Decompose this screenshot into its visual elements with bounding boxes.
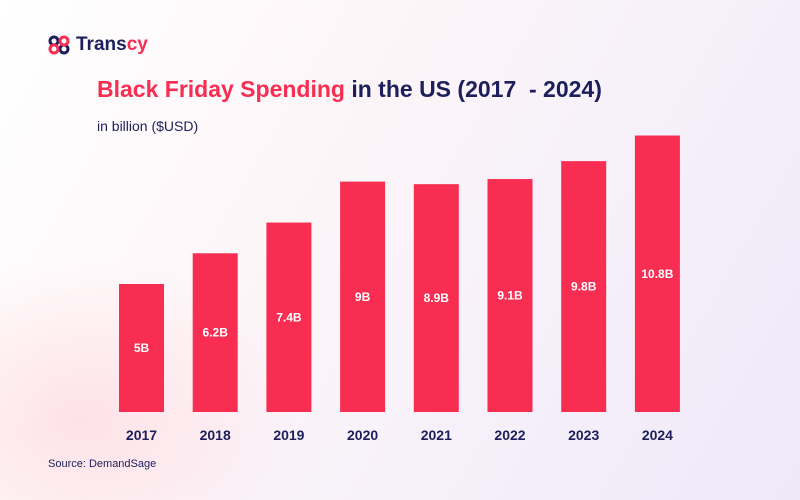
x-tick-label: 2021 xyxy=(421,427,452,443)
data-label: 7.4B xyxy=(276,310,302,324)
x-tick-label: 2019 xyxy=(273,427,304,443)
chart-subtitle: in billion ($USD) xyxy=(97,118,199,134)
chart-title: Black Friday Spending in the US (2017 - … xyxy=(97,76,602,102)
brand-logo: Transcy xyxy=(48,34,148,56)
bar-2018 xyxy=(192,253,238,412)
x-tick-label: 2017 xyxy=(126,427,157,443)
source-note: Source: DemandSage xyxy=(48,458,157,470)
data-label: 6.2B xyxy=(203,326,229,340)
data-label: 9.8B xyxy=(571,280,597,294)
x-tick-label: 2024 xyxy=(642,427,673,443)
bar-2023 xyxy=(561,161,607,412)
bar-2020 xyxy=(340,181,386,412)
bar-2021 xyxy=(413,184,459,412)
bar-2017 xyxy=(119,284,164,412)
data-label: 5B xyxy=(134,341,150,355)
x-tick-label: 2020 xyxy=(347,427,378,443)
brand-name: Transcy xyxy=(76,34,148,55)
linked-rings-logo-icon xyxy=(48,35,70,55)
bar-2022 xyxy=(487,179,533,412)
bar-2024 xyxy=(634,135,680,412)
data-label: 8.9B xyxy=(424,291,450,305)
bar-2019 xyxy=(266,222,312,412)
x-tick-label: 2022 xyxy=(494,427,525,443)
data-label: 10.8B xyxy=(641,267,673,281)
x-tick-label: 2018 xyxy=(200,427,231,443)
data-label: 9B xyxy=(355,290,371,304)
x-tick-label: 2023 xyxy=(568,427,599,443)
data-label: 9.1B xyxy=(497,289,523,303)
